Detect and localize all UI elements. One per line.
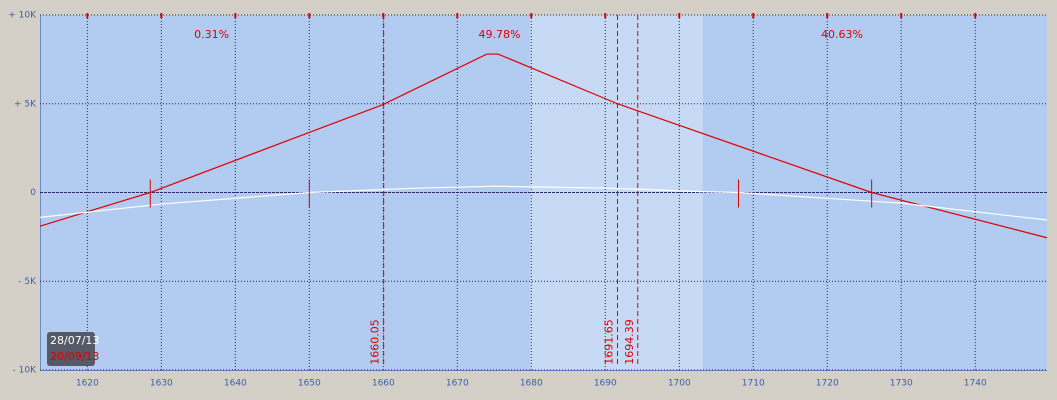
x-tick-label: 1740 — [964, 379, 987, 389]
region-label: 0.31% — [194, 28, 229, 41]
x-tick-label: 1690 — [594, 379, 617, 389]
x-tick-label: 1640 — [224, 379, 247, 389]
y-tick-label: + 10K — [8, 11, 37, 21]
marker-label: 1660.05 — [369, 319, 382, 365]
region-label: 40.63% — [821, 28, 863, 41]
date-label: 20/09/13 — [50, 350, 99, 363]
x-tick-label: 1620 — [76, 379, 99, 389]
date-box — [47, 332, 95, 366]
y-tick-label: 0 — [30, 188, 36, 198]
region-label: 49.78% — [478, 28, 520, 41]
x-tick-label: 1670 — [446, 379, 469, 389]
x-tick-label: 1710 — [742, 379, 765, 389]
x-tick-label: 1730 — [890, 379, 913, 389]
x-tick-label: 1700 — [668, 379, 691, 389]
x-tick-label: 1720 — [816, 379, 839, 389]
y-tick-label: - 5K — [18, 277, 37, 287]
x-tick-label: 1630 — [150, 379, 173, 389]
x-tick-label: 1650 — [298, 379, 321, 389]
date-label: 28/07/13 — [50, 334, 99, 347]
payoff-line — [39, 53, 1048, 239]
x-tick-label: 1660 — [372, 379, 395, 389]
y-tick-label: - 10K — [13, 366, 38, 376]
x-axis — [40, 370, 1047, 371]
marker-label: 1691.65 — [602, 319, 615, 365]
marker-label: 1694.39 — [623, 319, 636, 365]
y-tick-label: + 5K — [14, 99, 37, 109]
payoff-line — [39, 185, 1048, 221]
x-tick-label: 1680 — [520, 379, 543, 389]
